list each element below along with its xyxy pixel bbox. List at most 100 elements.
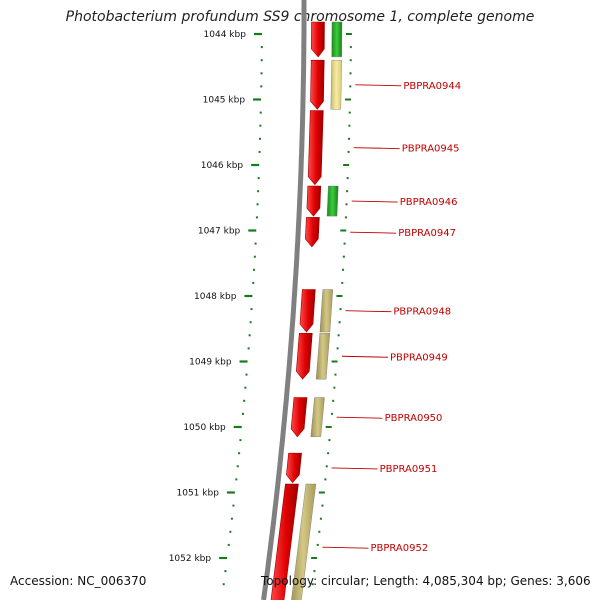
genome-backbone <box>261 0 307 600</box>
tick-label: 1051 kbp <box>177 489 220 499</box>
minor-tick <box>227 543 230 546</box>
minor-tick <box>253 268 256 271</box>
gene-label[interactable]: PBPRA0948 <box>393 307 451 318</box>
inner-minor-tick <box>324 478 327 481</box>
gene-arrow[interactable] <box>306 185 322 217</box>
inner-minor-tick <box>336 347 339 350</box>
minor-tick <box>222 583 225 586</box>
inner-minor-tick <box>341 281 344 284</box>
cog-blocks <box>291 21 343 600</box>
inner-minor-tick <box>346 190 349 193</box>
gene-arrow[interactable] <box>299 289 316 333</box>
minor-tick <box>245 373 248 376</box>
inner-minor-tick <box>348 137 351 140</box>
gene-arrows <box>270 21 325 600</box>
cog-block <box>315 333 331 380</box>
gene-arrow[interactable] <box>286 452 302 484</box>
tick-label: 1048 kbp <box>194 292 237 302</box>
cog-block <box>331 21 343 58</box>
minor-tick <box>250 308 253 311</box>
inner-minor-tick <box>316 543 319 546</box>
gene-label[interactable]: PBPRA0951 <box>380 464 438 475</box>
inner-minor-tick <box>348 124 351 127</box>
minor-tick <box>259 124 262 127</box>
inner-minor-tick <box>337 334 340 337</box>
inner-minor-tick <box>327 452 330 455</box>
minor-tick <box>244 386 247 389</box>
inner-minor-tick <box>349 46 352 49</box>
cog-block <box>319 289 334 333</box>
minor-tick <box>252 281 255 284</box>
gene-arrow[interactable] <box>310 21 325 58</box>
gene-label-leader <box>322 546 369 549</box>
gene-label[interactable]: PBPRA0949 <box>390 352 448 363</box>
minor-tick <box>257 177 260 180</box>
tick-label: 1052 kbp <box>169 554 212 564</box>
minor-tick <box>255 216 258 219</box>
gene-arrow[interactable] <box>304 217 320 248</box>
inner-minor-tick <box>346 177 349 180</box>
gene-label[interactable]: PBPRA0947 <box>398 228 456 239</box>
minor-tick <box>260 46 263 49</box>
gene-label-leader <box>341 355 388 358</box>
inner-minor-tick <box>345 203 348 206</box>
inner-minor-tick <box>334 373 337 376</box>
inner-minor-tick <box>328 439 331 442</box>
inner-minor-tick <box>349 72 352 75</box>
inner-minor-tick <box>313 570 316 573</box>
gene-label[interactable]: PBPRA0950 <box>385 413 443 424</box>
gene-label-leader <box>336 416 383 419</box>
tick-label: 1050 kbp <box>183 423 226 433</box>
gene-arrow[interactable] <box>290 397 308 438</box>
inner-minor-tick <box>330 412 333 415</box>
inner-minor-tick <box>325 465 328 468</box>
tick-label: 1045 kbp <box>203 96 246 106</box>
inner-minor-tick <box>338 321 341 324</box>
inner-minor-tick <box>343 242 346 245</box>
inner-minor-tick <box>332 399 335 402</box>
minor-tick <box>256 203 259 206</box>
gene-arrow[interactable] <box>295 332 313 380</box>
gene-label-leader <box>345 310 392 313</box>
inner-minor-tick <box>349 59 352 62</box>
minor-tick <box>253 255 256 258</box>
gene-arrow[interactable] <box>270 483 299 600</box>
minor-tick <box>257 190 260 193</box>
minor-tick <box>235 478 238 481</box>
inner-minor-tick <box>321 504 324 507</box>
cog-block <box>326 185 339 217</box>
inner-minor-tick <box>347 150 350 153</box>
gene-label[interactable]: PBPRA0945 <box>402 144 460 155</box>
minor-tick <box>224 570 227 573</box>
minor-tick <box>229 530 232 533</box>
gene-label-leader <box>351 200 398 203</box>
minor-tick <box>238 452 241 455</box>
minor-tick <box>230 517 233 520</box>
gene-label-leader <box>331 467 378 470</box>
inner-minor-tick <box>333 386 336 389</box>
gene-label[interactable]: PBPRA0952 <box>370 543 428 554</box>
minor-tick <box>241 412 244 415</box>
gene-arrow[interactable] <box>310 59 325 110</box>
minor-tick <box>260 72 263 75</box>
minor-tick <box>254 242 257 245</box>
minor-tick <box>239 439 242 442</box>
minor-tick <box>247 347 250 350</box>
minor-tick <box>258 150 261 153</box>
minor-tick <box>249 321 252 324</box>
cog-block <box>291 483 317 600</box>
gene-label-leader <box>353 147 400 150</box>
gene-label[interactable]: PBPRA0946 <box>400 197 458 208</box>
gene-arrow[interactable] <box>307 110 324 186</box>
tick-label: 1044 kbp <box>204 30 247 40</box>
inner-minor-tick <box>344 216 347 219</box>
cog-block <box>330 60 342 110</box>
minor-tick <box>259 111 262 114</box>
minor-tick <box>243 399 246 402</box>
gene-label-leader <box>355 84 402 87</box>
inner-minor-tick <box>348 111 351 114</box>
tick-label: 1047 kbp <box>198 227 241 237</box>
gene-labels: PBPRA0944 PBPRA0945 PBPRA0946 PBPRA0947 PBPR… <box>322 81 461 554</box>
gene-label[interactable]: PBPRA0944 <box>403 81 461 92</box>
